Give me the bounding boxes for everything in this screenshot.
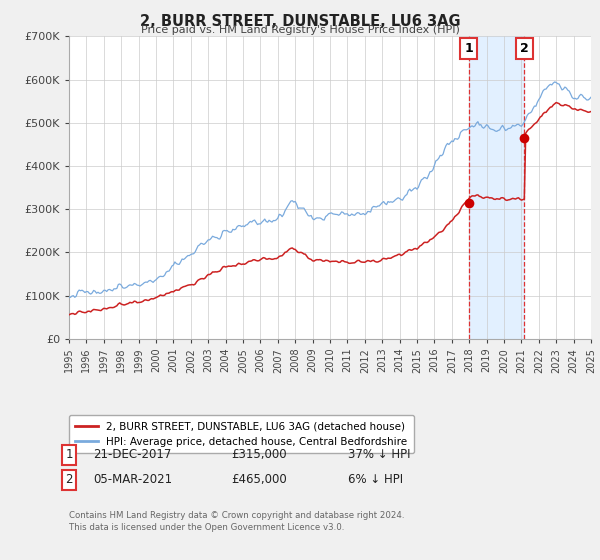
- Text: 1: 1: [464, 42, 473, 55]
- Text: Price paid vs. HM Land Registry's House Price Index (HPI): Price paid vs. HM Land Registry's House …: [140, 25, 460, 35]
- Text: 6% ↓ HPI: 6% ↓ HPI: [348, 473, 403, 487]
- Text: 2: 2: [65, 473, 73, 487]
- Legend: 2, BURR STREET, DUNSTABLE, LU6 3AG (detached house), HPI: Average price, detache: 2, BURR STREET, DUNSTABLE, LU6 3AG (deta…: [69, 415, 414, 453]
- Text: 2, BURR STREET, DUNSTABLE, LU6 3AG: 2, BURR STREET, DUNSTABLE, LU6 3AG: [140, 14, 460, 29]
- Text: £315,000: £315,000: [231, 448, 287, 461]
- Text: 05-MAR-2021: 05-MAR-2021: [93, 473, 172, 487]
- Text: This data is licensed under the Open Government Licence v3.0.: This data is licensed under the Open Gov…: [69, 523, 344, 532]
- Bar: [469, 36, 524, 339]
- Text: Contains HM Land Registry data © Crown copyright and database right 2024.: Contains HM Land Registry data © Crown c…: [69, 511, 404, 520]
- Text: £465,000: £465,000: [231, 473, 287, 487]
- Text: 21-DEC-2017: 21-DEC-2017: [93, 448, 172, 461]
- Text: 1: 1: [65, 448, 73, 461]
- Text: 2: 2: [520, 42, 529, 55]
- Text: 37% ↓ HPI: 37% ↓ HPI: [348, 448, 410, 461]
